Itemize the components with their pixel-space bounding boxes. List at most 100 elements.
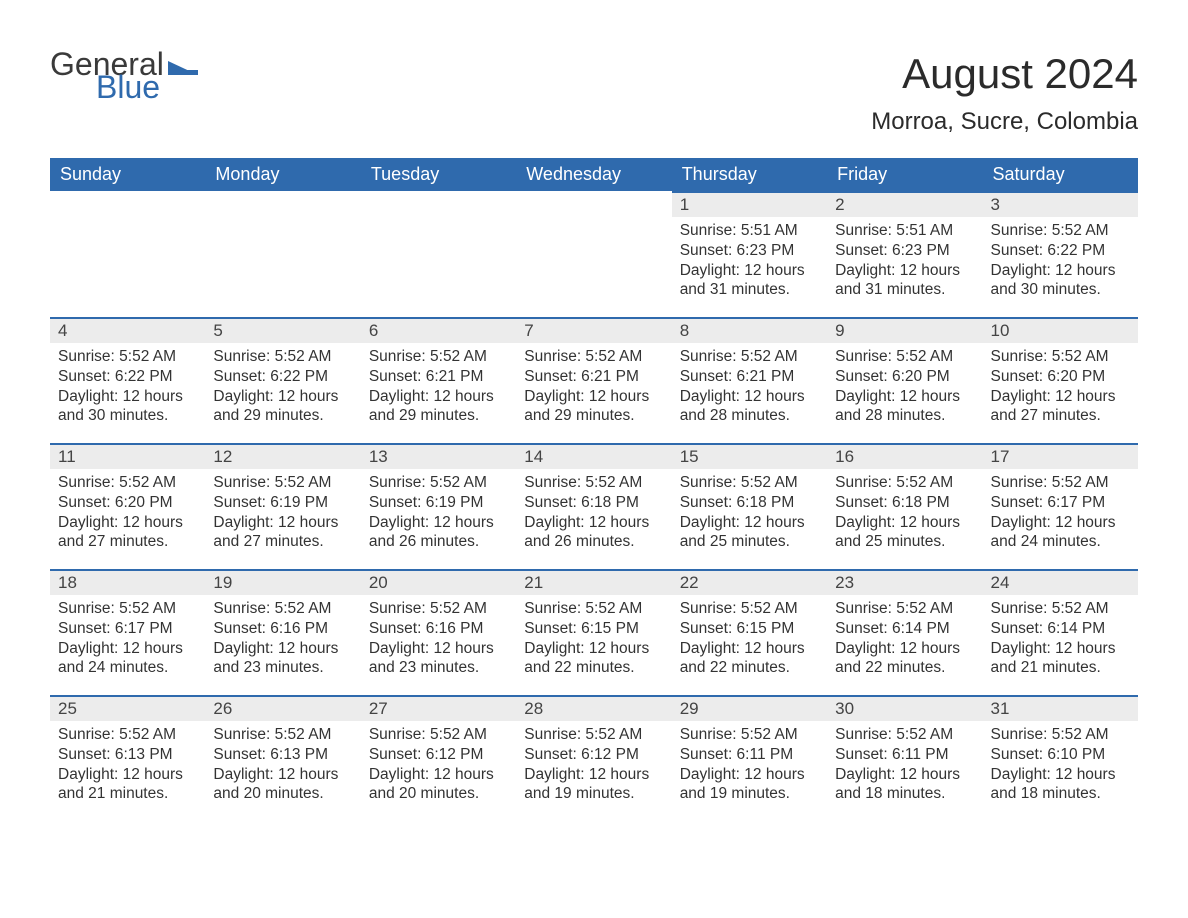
calendar-day-cell: 7Sunrise: 5:52 AMSunset: 6:21 PMDaylight… xyxy=(516,317,671,443)
day-details: Sunrise: 5:52 AMSunset: 6:19 PMDaylight:… xyxy=(205,469,360,558)
calendar-day-cell: 13Sunrise: 5:52 AMSunset: 6:19 PMDayligh… xyxy=(361,443,516,569)
calendar-day-cell: 12Sunrise: 5:52 AMSunset: 6:19 PMDayligh… xyxy=(205,443,360,569)
calendar-day-cell: 3Sunrise: 5:52 AMSunset: 6:22 PMDaylight… xyxy=(983,191,1138,317)
calendar-day-cell: 26Sunrise: 5:52 AMSunset: 6:13 PMDayligh… xyxy=(205,695,360,821)
weekday-header: Friday xyxy=(827,158,982,191)
day-details: Sunrise: 5:52 AMSunset: 6:18 PMDaylight:… xyxy=(827,469,982,558)
day-details: Sunrise: 5:52 AMSunset: 6:16 PMDaylight:… xyxy=(361,595,516,684)
day-number: 18 xyxy=(50,569,205,595)
day-number: 24 xyxy=(983,569,1138,595)
day-number: 12 xyxy=(205,443,360,469)
day-number: 5 xyxy=(205,317,360,343)
calendar-week-row: 18Sunrise: 5:52 AMSunset: 6:17 PMDayligh… xyxy=(50,569,1138,695)
calendar-day-cell: 27Sunrise: 5:52 AMSunset: 6:12 PMDayligh… xyxy=(361,695,516,821)
calendar-week-row: 25Sunrise: 5:52 AMSunset: 6:13 PMDayligh… xyxy=(50,695,1138,821)
calendar-day-cell: 5Sunrise: 5:52 AMSunset: 6:22 PMDaylight… xyxy=(205,317,360,443)
location-subtitle: Morroa, Sucre, Colombia xyxy=(871,108,1138,136)
weekday-header: Monday xyxy=(205,158,360,191)
day-number: 20 xyxy=(361,569,516,595)
day-details: Sunrise: 5:52 AMSunset: 6:19 PMDaylight:… xyxy=(361,469,516,558)
day-number: 29 xyxy=(672,695,827,721)
day-number: 10 xyxy=(983,317,1138,343)
day-number: 3 xyxy=(983,191,1138,217)
day-number: 22 xyxy=(672,569,827,595)
brand-logo: General Blue xyxy=(50,50,198,102)
weekday-header: Thursday xyxy=(672,158,827,191)
header: General Blue August 2024 Morroa, Sucre, … xyxy=(50,50,1138,136)
day-number: 19 xyxy=(205,569,360,595)
calendar-day-cell: 18Sunrise: 5:52 AMSunset: 6:17 PMDayligh… xyxy=(50,569,205,695)
day-number: 28 xyxy=(516,695,671,721)
calendar-day-cell: 10Sunrise: 5:52 AMSunset: 6:20 PMDayligh… xyxy=(983,317,1138,443)
day-details: Sunrise: 5:52 AMSunset: 6:12 PMDaylight:… xyxy=(516,721,671,810)
day-details: Sunrise: 5:52 AMSunset: 6:16 PMDaylight:… xyxy=(205,595,360,684)
day-details: Sunrise: 5:52 AMSunset: 6:22 PMDaylight:… xyxy=(205,343,360,432)
day-number: 23 xyxy=(827,569,982,595)
day-details: Sunrise: 5:52 AMSunset: 6:22 PMDaylight:… xyxy=(50,343,205,432)
calendar-day-cell: 24Sunrise: 5:52 AMSunset: 6:14 PMDayligh… xyxy=(983,569,1138,695)
day-number: 16 xyxy=(827,443,982,469)
day-number: 7 xyxy=(516,317,671,343)
day-details: Sunrise: 5:52 AMSunset: 6:21 PMDaylight:… xyxy=(516,343,671,432)
calendar-table: SundayMondayTuesdayWednesdayThursdayFrid… xyxy=(50,158,1138,821)
day-number: 9 xyxy=(827,317,982,343)
calendar-day-cell: 31Sunrise: 5:52 AMSunset: 6:10 PMDayligh… xyxy=(983,695,1138,821)
calendar-day-cell: 30Sunrise: 5:52 AMSunset: 6:11 PMDayligh… xyxy=(827,695,982,821)
weekday-header-row: SundayMondayTuesdayWednesdayThursdayFrid… xyxy=(50,158,1138,191)
calendar-day-cell: 11Sunrise: 5:52 AMSunset: 6:20 PMDayligh… xyxy=(50,443,205,569)
day-number: 14 xyxy=(516,443,671,469)
day-number: 4 xyxy=(50,317,205,343)
weekday-header: Saturday xyxy=(983,158,1138,191)
day-number: 15 xyxy=(672,443,827,469)
day-details: Sunrise: 5:52 AMSunset: 6:21 PMDaylight:… xyxy=(361,343,516,432)
day-number: 26 xyxy=(205,695,360,721)
day-details: Sunrise: 5:51 AMSunset: 6:23 PMDaylight:… xyxy=(827,217,982,306)
day-details: Sunrise: 5:52 AMSunset: 6:20 PMDaylight:… xyxy=(827,343,982,432)
calendar-body: ....1Sunrise: 5:51 AMSunset: 6:23 PMDayl… xyxy=(50,191,1138,821)
day-details: Sunrise: 5:52 AMSunset: 6:12 PMDaylight:… xyxy=(361,721,516,810)
weekday-header: Wednesday xyxy=(516,158,671,191)
day-number: 13 xyxy=(361,443,516,469)
calendar-day-cell: 16Sunrise: 5:52 AMSunset: 6:18 PMDayligh… xyxy=(827,443,982,569)
calendar-day-cell: 20Sunrise: 5:52 AMSunset: 6:16 PMDayligh… xyxy=(361,569,516,695)
calendar-day-cell: 4Sunrise: 5:52 AMSunset: 6:22 PMDaylight… xyxy=(50,317,205,443)
day-details: Sunrise: 5:52 AMSunset: 6:13 PMDaylight:… xyxy=(50,721,205,810)
calendar-week-row: 11Sunrise: 5:52 AMSunset: 6:20 PMDayligh… xyxy=(50,443,1138,569)
day-details: Sunrise: 5:52 AMSunset: 6:17 PMDaylight:… xyxy=(983,469,1138,558)
calendar-day-cell: 17Sunrise: 5:52 AMSunset: 6:17 PMDayligh… xyxy=(983,443,1138,569)
calendar-day-cell: 19Sunrise: 5:52 AMSunset: 6:16 PMDayligh… xyxy=(205,569,360,695)
calendar-day-cell: 25Sunrise: 5:52 AMSunset: 6:13 PMDayligh… xyxy=(50,695,205,821)
day-details: Sunrise: 5:52 AMSunset: 6:20 PMDaylight:… xyxy=(50,469,205,558)
calendar-day-cell: 29Sunrise: 5:52 AMSunset: 6:11 PMDayligh… xyxy=(672,695,827,821)
brand-part2: Blue xyxy=(96,73,198,102)
day-details: Sunrise: 5:52 AMSunset: 6:18 PMDaylight:… xyxy=(672,469,827,558)
day-number: 17 xyxy=(983,443,1138,469)
day-number: 30 xyxy=(827,695,982,721)
day-details: Sunrise: 5:51 AMSunset: 6:23 PMDaylight:… xyxy=(672,217,827,306)
day-details: Sunrise: 5:52 AMSunset: 6:10 PMDaylight:… xyxy=(983,721,1138,810)
day-details: Sunrise: 5:52 AMSunset: 6:14 PMDaylight:… xyxy=(827,595,982,684)
day-number: 2 xyxy=(827,191,982,217)
calendar-day-cell: . xyxy=(516,191,671,317)
day-details: Sunrise: 5:52 AMSunset: 6:11 PMDaylight:… xyxy=(827,721,982,810)
calendar-day-cell: 21Sunrise: 5:52 AMSunset: 6:15 PMDayligh… xyxy=(516,569,671,695)
day-details: Sunrise: 5:52 AMSunset: 6:21 PMDaylight:… xyxy=(672,343,827,432)
day-number: 21 xyxy=(516,569,671,595)
calendar-day-cell: 1Sunrise: 5:51 AMSunset: 6:23 PMDaylight… xyxy=(672,191,827,317)
day-details: Sunrise: 5:52 AMSunset: 6:18 PMDaylight:… xyxy=(516,469,671,558)
calendar-day-cell: 8Sunrise: 5:52 AMSunset: 6:21 PMDaylight… xyxy=(672,317,827,443)
calendar-week-row: 4Sunrise: 5:52 AMSunset: 6:22 PMDaylight… xyxy=(50,317,1138,443)
day-number: 25 xyxy=(50,695,205,721)
weekday-header: Tuesday xyxy=(361,158,516,191)
day-details: Sunrise: 5:52 AMSunset: 6:13 PMDaylight:… xyxy=(205,721,360,810)
calendar-day-cell: 15Sunrise: 5:52 AMSunset: 6:18 PMDayligh… xyxy=(672,443,827,569)
day-details: Sunrise: 5:52 AMSunset: 6:15 PMDaylight:… xyxy=(516,595,671,684)
day-details: Sunrise: 5:52 AMSunset: 6:20 PMDaylight:… xyxy=(983,343,1138,432)
day-number: 31 xyxy=(983,695,1138,721)
day-number: 8 xyxy=(672,317,827,343)
calendar-day-cell: 9Sunrise: 5:52 AMSunset: 6:20 PMDaylight… xyxy=(827,317,982,443)
page-title: August 2024 xyxy=(871,50,1138,98)
calendar-day-cell: . xyxy=(361,191,516,317)
calendar-day-cell: 6Sunrise: 5:52 AMSunset: 6:21 PMDaylight… xyxy=(361,317,516,443)
day-details: Sunrise: 5:52 AMSunset: 6:22 PMDaylight:… xyxy=(983,217,1138,306)
